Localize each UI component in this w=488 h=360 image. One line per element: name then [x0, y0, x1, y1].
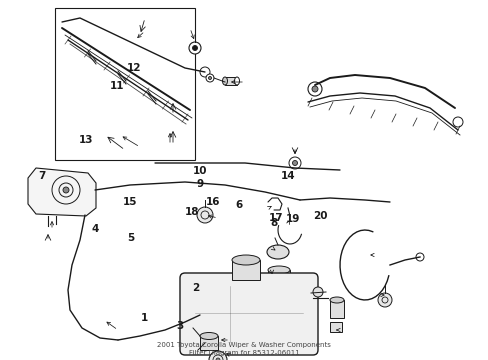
Ellipse shape: [266, 245, 288, 259]
Text: 5: 5: [127, 233, 134, 243]
Text: 10: 10: [193, 166, 207, 176]
Circle shape: [377, 293, 391, 307]
Circle shape: [208, 77, 211, 80]
Ellipse shape: [267, 266, 289, 274]
Circle shape: [216, 358, 220, 360]
FancyBboxPatch shape: [180, 273, 317, 355]
Text: 12: 12: [127, 63, 142, 73]
Text: 2001 Toyota Corolla Wiper & Washer Components
Filter Diagram for 85312-06011: 2001 Toyota Corolla Wiper & Washer Compo…: [157, 342, 330, 356]
Circle shape: [63, 187, 69, 193]
Text: 20: 20: [312, 211, 327, 221]
Bar: [55, 8, 195, 160]
Text: 4: 4: [91, 224, 99, 234]
Text: 15: 15: [122, 197, 137, 207]
Text: 1: 1: [141, 313, 147, 323]
Bar: [200, 336, 218, 350]
Circle shape: [288, 157, 301, 169]
Text: 17: 17: [268, 213, 283, 223]
Circle shape: [205, 74, 214, 82]
Circle shape: [192, 45, 197, 50]
Text: 16: 16: [205, 197, 220, 207]
Text: 19: 19: [285, 213, 300, 224]
Bar: [329, 322, 341, 332]
Ellipse shape: [222, 77, 227, 85]
Circle shape: [311, 86, 317, 92]
Ellipse shape: [200, 333, 218, 339]
Circle shape: [307, 82, 321, 96]
Circle shape: [208, 351, 226, 360]
Text: 2: 2: [192, 283, 199, 293]
Ellipse shape: [329, 297, 343, 303]
Text: 13: 13: [78, 135, 93, 145]
Bar: [329, 300, 343, 318]
Circle shape: [415, 253, 423, 261]
Circle shape: [189, 42, 201, 54]
Bar: [267, 270, 289, 284]
Circle shape: [292, 161, 297, 166]
Text: 7: 7: [38, 171, 45, 181]
Text: 11: 11: [110, 81, 124, 91]
Text: 8: 8: [270, 218, 277, 228]
Circle shape: [197, 207, 213, 223]
Bar: [224, 77, 237, 85]
Text: 14: 14: [281, 171, 295, 181]
Ellipse shape: [267, 280, 289, 288]
Circle shape: [200, 67, 209, 77]
Polygon shape: [28, 168, 96, 216]
Text: 3: 3: [176, 321, 183, 331]
Text: 18: 18: [184, 207, 199, 217]
Ellipse shape: [231, 255, 260, 265]
Circle shape: [452, 117, 462, 127]
Text: 6: 6: [235, 200, 242, 210]
Ellipse shape: [234, 77, 239, 85]
Text: 9: 9: [197, 179, 203, 189]
Bar: [231, 260, 260, 280]
Circle shape: [312, 287, 323, 297]
